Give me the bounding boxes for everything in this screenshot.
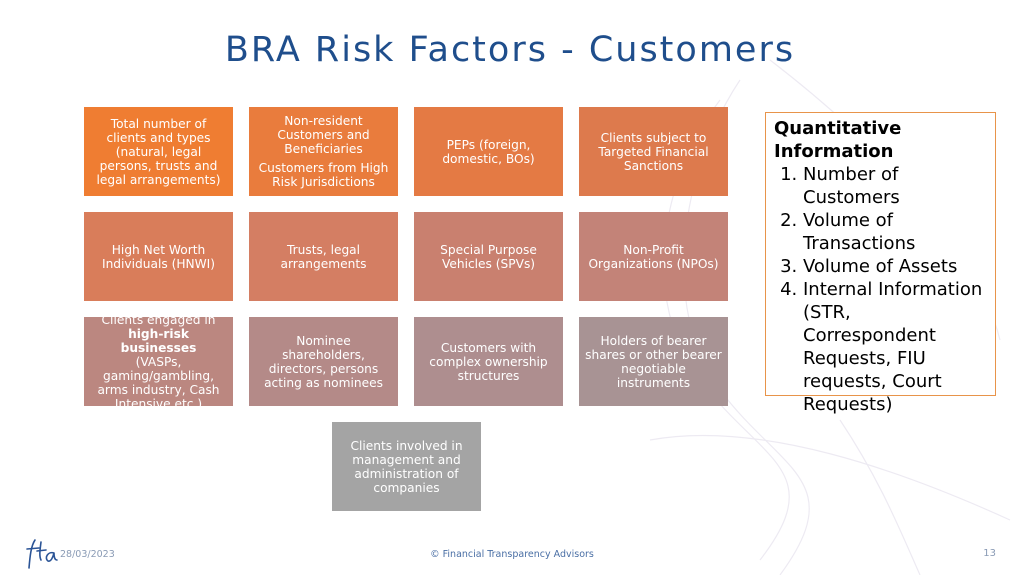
risk-factor-box: Nominee shareholders, directors, persons… [249, 317, 398, 406]
risk-factor-text: Clients involved in management and admin… [350, 438, 463, 495]
risk-factor-text-post: (VASPs, gaming/gambling, arms industry, … [97, 354, 220, 411]
risk-factor-text: Clients engaged in high-risk businesses … [89, 313, 228, 411]
risk-factor-text: Customers from High Risk Jurisdictions [258, 161, 389, 189]
risk-factor-box: Customers with complex ownership structu… [414, 317, 563, 406]
risk-factor-box: PEPs (foreign, domestic, BOs) [414, 107, 563, 196]
page-number: 13 [983, 548, 996, 559]
risk-factor-box: Total number of clients and types (natur… [84, 107, 233, 196]
quantitative-info-panel: Quantitative Information Number of Custo… [765, 112, 996, 415]
risk-factor-text: Clients subject to Targeted Financial Sa… [598, 130, 709, 173]
risk-factor-box: Special Purpose Vehicles (SPVs) [414, 212, 563, 301]
risk-factor-box: Trusts, legal arrangements [249, 212, 398, 301]
quantitative-info-list: Number of Customers Volume of Transactio… [774, 163, 989, 416]
quantitative-info-item: Volume of Assets [803, 255, 989, 278]
risk-factor-text: Non-resident Customers and Beneficiaries [277, 114, 370, 156]
risk-factor-box: High Net Worth Individuals (HNWI) [84, 212, 233, 301]
risk-factor-text-pre: Clients engaged in [101, 312, 216, 327]
risk-factor-box: Non-Profit Organizations (NPOs) [579, 212, 728, 301]
fta-logo-icon [26, 539, 58, 569]
risk-factor-text: Customers with complex ownership structu… [429, 340, 548, 383]
risk-factor-text: Total number of clients and types (natur… [96, 116, 221, 187]
risk-factor-text: Special Purpose Vehicles (SPVs) [440, 242, 537, 271]
risk-factor-box: Clients engaged in high-risk businesses … [84, 313, 233, 411]
risk-factor-box: Clients involved in management and admin… [332, 422, 481, 511]
quantitative-info-item: Internal Information (STR, Correspondent… [803, 278, 989, 416]
risk-factor-text: High Net Worth Individuals (HNWI) [101, 242, 215, 271]
footer-date: 28/03/2023 [60, 549, 115, 560]
risk-factor-text: Non-Profit Organizations (NPOs) [588, 242, 719, 271]
quantitative-info-heading: Quantitative Information [774, 118, 902, 162]
risk-factor-box: Non-resident Customers and Beneficiaries… [249, 107, 398, 196]
quantitative-info-item: Number of Customers [803, 163, 989, 209]
slide-title: BRA Risk Factors - Customers [224, 30, 796, 70]
quantitative-info-item: Volume of Transactions [803, 209, 989, 255]
risk-factor-text: Trusts, legal arrangements [280, 242, 367, 271]
footer-copyright: © Financial Transparency Advisors [430, 549, 594, 560]
risk-factor-text: Holders of bearer shares or other bearer… [585, 333, 722, 390]
risk-factor-text: Nominee shareholders, directors, persons… [264, 333, 383, 390]
risk-factor-box: Clients subject to Targeted Financial Sa… [579, 107, 728, 196]
risk-factor-box: Holders of bearer shares or other bearer… [579, 317, 728, 406]
risk-factor-text-bold: high-risk businesses [120, 326, 197, 355]
risk-factor-text: PEPs (foreign, domestic, BOs) [442, 137, 535, 166]
